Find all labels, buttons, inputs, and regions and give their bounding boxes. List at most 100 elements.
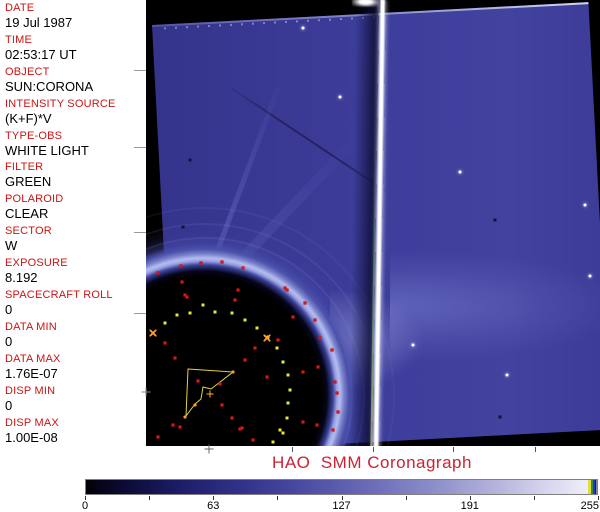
colorbar-major-tick bbox=[85, 496, 86, 500]
red-marker bbox=[315, 423, 319, 427]
metadata-panel: DATE 19 Jul 1987 TIME 02:53:17 UT OBJECT… bbox=[0, 0, 146, 446]
red-marker bbox=[163, 341, 167, 345]
red-marker bbox=[313, 318, 317, 322]
colorbar-tick-label: 127 bbox=[332, 500, 351, 512]
marker-overlay bbox=[185, 368, 235, 418]
field-label: TIME bbox=[5, 33, 33, 46]
star-dot bbox=[505, 373, 509, 377]
field-label: DISP MAX bbox=[5, 416, 59, 429]
yellow-marker bbox=[271, 440, 275, 444]
dark-spot bbox=[188, 158, 192, 162]
star-dot bbox=[338, 95, 342, 99]
field-label: SECTOR bbox=[5, 225, 52, 238]
colorbar-minor-tick bbox=[149, 496, 151, 500]
left-tick bbox=[134, 313, 146, 314]
x-marker bbox=[263, 334, 271, 342]
coronagraph-image bbox=[146, 0, 600, 446]
red-marker bbox=[230, 416, 234, 420]
field-label: DATA MAX bbox=[5, 352, 61, 365]
red-marker bbox=[291, 315, 295, 319]
field-filter: FILTER GREEN bbox=[0, 161, 146, 193]
bottom-tick bbox=[453, 447, 454, 452]
dark-spot bbox=[493, 218, 497, 222]
colorbar-major-tick bbox=[341, 496, 343, 500]
field-label: DISP MIN bbox=[5, 384, 56, 397]
field-label: DATE bbox=[5, 2, 35, 14]
field-exposure: EXPOSURE 8.192 bbox=[0, 257, 146, 289]
field-label: POLAROID bbox=[5, 193, 64, 206]
star-dot bbox=[588, 274, 592, 278]
field-value: W bbox=[5, 238, 18, 254]
red-marker bbox=[156, 435, 160, 439]
red-marker bbox=[218, 382, 222, 386]
field-value: 1.00E-08 bbox=[5, 429, 58, 445]
red-marker bbox=[330, 348, 334, 352]
field-polaroid: POLAROID CLEAR bbox=[0, 193, 146, 225]
red-marker bbox=[265, 375, 269, 379]
red-marker bbox=[283, 286, 287, 290]
field-spacecraft-roll: SPACECRAFT ROLL 0 bbox=[0, 289, 146, 321]
red-marker bbox=[179, 264, 183, 268]
red-marker bbox=[196, 379, 200, 383]
bottom-tick bbox=[373, 447, 374, 452]
plus-marker bbox=[206, 390, 214, 398]
red-marker bbox=[251, 438, 255, 442]
red-marker bbox=[335, 391, 339, 395]
x-marker bbox=[149, 329, 157, 337]
field-value: 0 bbox=[5, 333, 13, 349]
red-marker bbox=[240, 426, 244, 430]
dark-spot bbox=[498, 415, 502, 419]
field-data-min: DATA MIN 0 bbox=[0, 321, 146, 353]
yellow-marker bbox=[201, 303, 205, 307]
red-marker bbox=[236, 288, 240, 292]
field-value: SUN:CORONA bbox=[5, 78, 94, 94]
bottom-tick bbox=[292, 447, 293, 452]
star-dot bbox=[411, 343, 415, 347]
field-value: 0 bbox=[5, 397, 13, 413]
field-disp-max: DISP MAX 1.00E-08 bbox=[0, 417, 146, 449]
field-label: INTENSITY SOURCE bbox=[5, 97, 116, 110]
red-marker bbox=[220, 403, 224, 407]
field-object: OBJECT SUN:CORONA bbox=[0, 66, 146, 98]
red-marker bbox=[241, 266, 245, 270]
colorbar-major-tick bbox=[469, 496, 471, 500]
colorbar-minor-tick bbox=[533, 496, 535, 500]
field-disp-min: DISP MIN 0 bbox=[0, 385, 146, 417]
field-label: DATA MIN bbox=[5, 320, 57, 333]
red-marker bbox=[301, 420, 305, 424]
field-data-max: DATA MAX 1.76E-07 bbox=[0, 353, 146, 385]
bottom-plus-tick bbox=[204, 444, 214, 454]
yellow-marker bbox=[163, 321, 167, 325]
red-marker bbox=[303, 301, 307, 305]
red-marker bbox=[156, 271, 160, 275]
field-value: WHITE LIGHT bbox=[5, 142, 89, 158]
field-label: OBJECT bbox=[5, 65, 50, 78]
yellow-marker bbox=[188, 311, 192, 315]
yellow-marker bbox=[286, 401, 290, 405]
field-value: 19 Jul 1987 bbox=[5, 15, 73, 30]
left-tick bbox=[134, 70, 146, 71]
yellow-marker bbox=[230, 311, 234, 315]
red-marker bbox=[173, 356, 177, 360]
colorbar-tick-label: 63 bbox=[207, 500, 220, 512]
yellow-marker bbox=[288, 388, 292, 392]
red-marker bbox=[318, 336, 322, 340]
yellow-marker bbox=[285, 416, 289, 420]
yellow-marker bbox=[286, 373, 290, 377]
colorbar-tick-label: 255 bbox=[580, 500, 599, 512]
colorbar-tick-label: 0 bbox=[81, 500, 89, 512]
star-dot bbox=[301, 26, 305, 30]
left-tick bbox=[134, 232, 146, 233]
left-tick bbox=[134, 147, 146, 148]
red-marker bbox=[276, 338, 280, 342]
colorbar-tick-label: 191 bbox=[460, 500, 479, 512]
colorbar-minor-tick bbox=[277, 496, 279, 500]
colorbar bbox=[85, 479, 598, 495]
roi-polygon bbox=[185, 368, 235, 418]
streamer-fan bbox=[390, 250, 600, 362]
red-marker bbox=[253, 346, 257, 350]
red-marker bbox=[243, 358, 247, 362]
field-value: (K+F)*V bbox=[5, 110, 52, 126]
red-marker bbox=[316, 365, 320, 369]
field-label: SPACECRAFT ROLL bbox=[5, 289, 113, 302]
